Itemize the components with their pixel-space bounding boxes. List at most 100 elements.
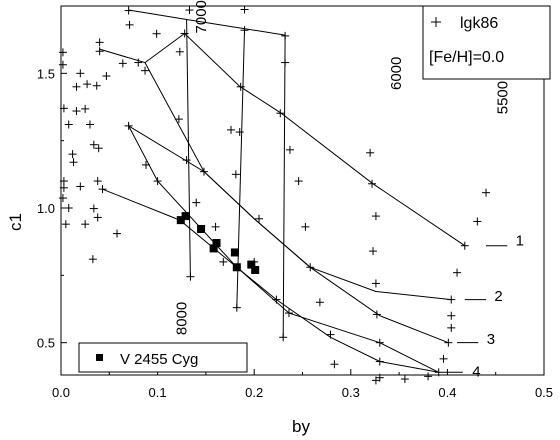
plus-point	[447, 323, 456, 332]
plus-point	[72, 107, 81, 116]
plus-point	[368, 179, 377, 188]
plus-point	[199, 167, 208, 176]
square-point	[181, 212, 190, 221]
plus-point	[434, 368, 443, 377]
legend-top-right: lgk86 [Fe/H]=0.0	[422, 5, 551, 80]
annotation-label: 6000	[388, 57, 405, 90]
tick-layer: 0.0 0.1 0.2 0.3 0.4 0.5 0.5 1.0 1.5	[37, 66, 553, 400]
y-tick-label: 0.5	[37, 336, 55, 351]
plus-point	[366, 148, 375, 157]
legend-bottom-left: V 2455 Cyg	[78, 342, 248, 373]
plus-point	[81, 104, 90, 113]
plus-point	[185, 6, 194, 15]
plus-point	[93, 213, 102, 222]
plus-point	[444, 338, 453, 347]
legend-label-lgk86: lgk86	[460, 15, 498, 32]
plus-point	[76, 69, 85, 78]
annotation-label: 7000	[193, 0, 210, 33]
plus-point	[453, 268, 462, 277]
plus-point	[375, 338, 384, 347]
plus-point	[89, 204, 98, 213]
plus-point	[482, 188, 491, 197]
plus-point	[81, 220, 90, 229]
plus-point	[192, 198, 201, 207]
plus-point	[69, 158, 78, 167]
plus-point	[439, 354, 448, 363]
plus-point	[175, 47, 184, 56]
plus-point	[272, 295, 281, 304]
y-tick-label: 1.5	[37, 66, 55, 81]
plus-point	[211, 222, 220, 231]
plus-point	[369, 247, 378, 256]
plus-point	[240, 26, 249, 35]
annotation-label: 5500	[494, 81, 511, 114]
square-point	[212, 239, 221, 248]
x-tick-label: 0.0	[52, 385, 70, 400]
plus-point	[371, 212, 380, 221]
annotation-layer: 7000 6000 5500 8000 1 2 34	[174, 0, 524, 380]
plus-point	[447, 295, 456, 304]
annotation-label: 4	[472, 363, 480, 380]
plus-point	[285, 145, 294, 154]
plus-point	[326, 330, 335, 339]
plus-point	[125, 20, 134, 29]
plus-point	[61, 220, 70, 229]
plus-point	[142, 160, 151, 169]
legend-marker-v2455	[96, 354, 103, 361]
square-point	[251, 265, 260, 274]
plus-point	[276, 109, 285, 118]
plus-point	[231, 170, 240, 179]
x-tick-label: 0.1	[149, 385, 167, 400]
plus-point	[124, 6, 133, 15]
plus-point	[174, 115, 183, 124]
plus-point	[76, 182, 85, 191]
legend-box	[78, 342, 248, 373]
plus-point	[182, 156, 191, 165]
plus-point	[371, 376, 380, 385]
plus-point	[113, 229, 122, 238]
plus-point	[460, 241, 469, 250]
plus-point	[95, 47, 104, 56]
plus-point	[152, 29, 161, 38]
plus-point	[371, 279, 380, 288]
annotation-label: 3	[487, 331, 495, 348]
plus-point	[284, 309, 293, 318]
plus-point	[281, 31, 290, 40]
plus-point	[330, 360, 339, 369]
plus-point	[134, 58, 143, 67]
plus-point	[93, 177, 102, 186]
plus-point	[186, 272, 195, 281]
plus-point	[58, 60, 67, 69]
square-point	[247, 260, 256, 269]
plus-point	[92, 81, 101, 90]
plus-point	[68, 150, 77, 159]
plus-point	[58, 194, 67, 203]
plus-point	[64, 120, 73, 129]
plus-point	[235, 128, 244, 137]
plus-point	[424, 372, 433, 381]
annotation-label: 1	[516, 233, 524, 250]
legend-marker-lgk86	[431, 17, 441, 27]
x-tick-label: 0.4	[438, 385, 456, 400]
y-tick-label: 1.0	[37, 201, 55, 216]
plus-point	[219, 257, 228, 266]
legend-note: [Fe/H]=0.0	[429, 49, 504, 66]
x-axis-label: by	[292, 417, 310, 436]
plus-point	[447, 311, 456, 320]
plus-point	[118, 59, 127, 68]
plus-point	[72, 82, 81, 91]
plus-point	[59, 177, 68, 186]
plus-point	[375, 357, 384, 366]
isoline	[186, 19, 191, 277]
plus-point	[94, 144, 103, 153]
plus-point	[141, 66, 150, 75]
plus-point	[95, 38, 104, 47]
plus-point	[294, 177, 303, 186]
legend-label-v2455: V 2455 Cyg	[120, 351, 198, 368]
plus-point	[236, 82, 245, 91]
plus-point	[301, 222, 310, 231]
isoline	[99, 32, 466, 247]
x-tick-label: 0.3	[342, 385, 360, 400]
isoline	[128, 125, 449, 344]
y-axis-label: c1	[6, 213, 25, 231]
